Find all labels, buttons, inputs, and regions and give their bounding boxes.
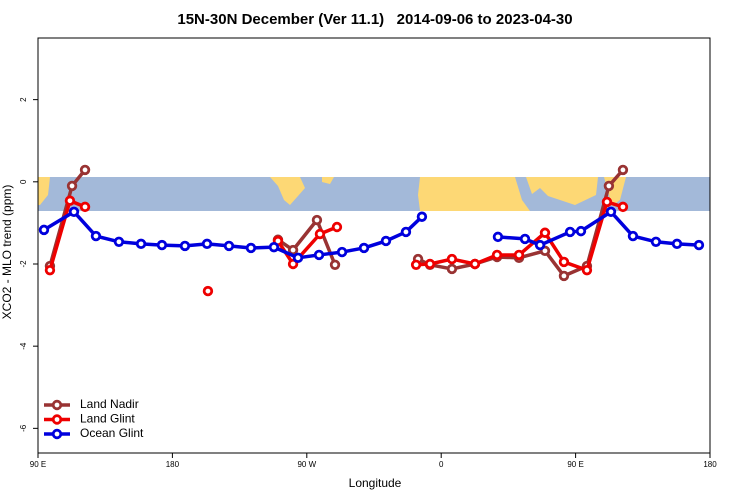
- data-point: [416, 211, 428, 222]
- x-axis-label: Longitude: [349, 476, 402, 490]
- data-point: [617, 164, 629, 176]
- data-point: [424, 258, 436, 270]
- ocean-band: [38, 177, 710, 211]
- y-tick-label: -4: [19, 342, 28, 350]
- legend-marker: [51, 399, 63, 411]
- legend-label: Land Nadir: [80, 397, 139, 411]
- data-point: [601, 196, 613, 208]
- data-point: [519, 233, 531, 245]
- data-point: [66, 180, 78, 192]
- data-point: [534, 239, 546, 251]
- y-axis-label: XCO2 - MLO trend (ppm): [0, 185, 14, 320]
- series-line: [48, 198, 624, 272]
- data-point: [581, 264, 593, 276]
- data-point: [113, 236, 125, 248]
- data-point: [156, 239, 168, 251]
- land: [526, 177, 598, 205]
- data-point: [311, 214, 323, 226]
- data-point: [617, 201, 629, 213]
- series-line: [43, 210, 700, 260]
- x-tick-label: 90 W: [297, 460, 316, 469]
- x-tick-label: 180: [703, 460, 717, 469]
- data-point: [627, 230, 639, 242]
- legend-label: Ocean Glint: [80, 426, 144, 440]
- data-point: [603, 180, 615, 192]
- data-point: [287, 258, 299, 270]
- map-strip: [38, 177, 710, 211]
- data-point: [358, 242, 370, 254]
- data-point: [135, 238, 147, 250]
- data-point: [492, 231, 504, 243]
- y-tick-label: -2: [19, 260, 28, 268]
- data-point: [201, 238, 213, 250]
- data-point: [539, 227, 551, 238]
- data-point: [38, 224, 50, 236]
- legend-marker: [51, 428, 63, 440]
- data-point: [400, 226, 412, 238]
- land: [270, 177, 305, 205]
- y-tick-label: -6: [19, 424, 28, 432]
- data-point: [513, 249, 525, 261]
- data-point: [79, 201, 91, 213]
- data-point: [223, 240, 235, 252]
- data-point: [469, 258, 481, 270]
- data-point: [605, 206, 617, 218]
- data-point: [693, 239, 705, 251]
- data-point: [446, 263, 458, 275]
- x-tick-label: 90 E: [567, 460, 583, 469]
- data-point: [314, 228, 326, 240]
- data-point: [292, 252, 304, 264]
- x-tick-label: 0: [439, 460, 444, 469]
- data-point: [331, 221, 343, 233]
- data-point: [446, 253, 458, 265]
- data-point: [202, 285, 214, 297]
- data-point: [313, 249, 325, 261]
- plot-frame: [37, 37, 711, 454]
- data-point: [671, 238, 683, 250]
- data-point: [68, 206, 80, 218]
- data-point: [380, 235, 392, 247]
- data-point: [90, 230, 102, 242]
- data-point: [575, 225, 587, 237]
- data-point: [245, 242, 257, 254]
- land: [322, 177, 334, 184]
- data-point: [564, 226, 576, 238]
- data-point: [410, 259, 422, 271]
- legend-label: Land Glint: [80, 412, 135, 426]
- data-point: [268, 241, 280, 253]
- x-tick-label: 90 E: [30, 460, 46, 469]
- chart-title: 15N-30N December (Ver 11.1) 2014-09-06 t…: [177, 11, 572, 28]
- y-tick-label: 2: [19, 97, 28, 102]
- data-point: [179, 240, 191, 252]
- data-point: [491, 249, 503, 261]
- data-point: [336, 246, 348, 258]
- x-tick-label: 180: [166, 460, 180, 469]
- data-point: [44, 264, 56, 276]
- data-point: [64, 195, 76, 206]
- data-point: [558, 270, 570, 282]
- land: [418, 177, 530, 211]
- data-point: [79, 164, 91, 176]
- land: [38, 177, 50, 205]
- data-point: [650, 236, 662, 248]
- data-point: [558, 256, 570, 268]
- data-point: [329, 259, 341, 271]
- legend-marker: [51, 414, 63, 425]
- y-tick-label: 0: [19, 179, 28, 184]
